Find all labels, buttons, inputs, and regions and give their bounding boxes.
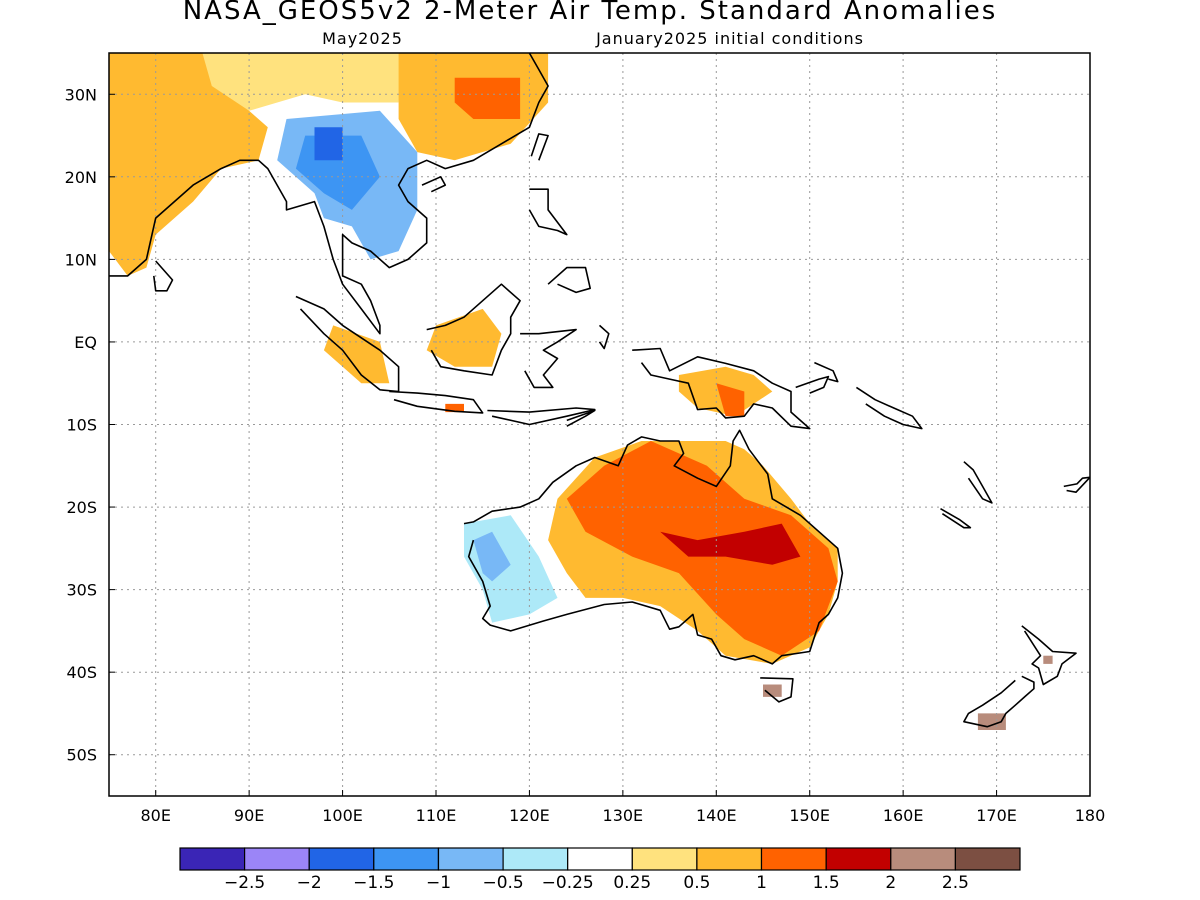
anomaly-region-sumatra — [323, 325, 390, 384]
coastline-sulawesi — [520, 328, 577, 389]
lon-tick-label: 100E — [322, 806, 363, 825]
colorbar-swatch — [890, 847, 956, 871]
anomaly-region-australia-hot-core — [660, 523, 801, 565]
anomaly-region-new-zealand-north — [1043, 655, 1053, 664]
coastline-asia — [109, 53, 549, 335]
grid-layer — [109, 53, 1090, 796]
lon-tick-label: 80E — [140, 806, 170, 825]
colorbar-label: 1 — [756, 873, 767, 893]
lat-tick-label: 30S — [66, 581, 97, 600]
coastline-nz-north-island — [1021, 625, 1077, 686]
anomaly-region-east-china-core — [454, 77, 521, 119]
coastline-new-caledonia — [940, 508, 972, 529]
coastline-vanuatu — [963, 461, 993, 504]
colorbar-swatch — [825, 847, 892, 871]
lon-tick-label: 130E — [603, 806, 644, 825]
colorbar-label: −1 — [426, 873, 451, 893]
lat-tick-label: EQ — [74, 333, 97, 352]
colorbar-label: −0.25 — [542, 873, 594, 893]
lon-tick-label: 150E — [789, 806, 830, 825]
colorbar-label: 1.5 — [813, 873, 840, 893]
anomaly-region-western-australia-cooler — [473, 531, 511, 582]
anomaly-region-tibetan-plateau — [202, 53, 408, 111]
lon-tick-label: 140E — [696, 806, 737, 825]
colorbar-swatch — [954, 847, 1021, 871]
map-background — [109, 53, 1090, 796]
colorbar-swatch — [179, 847, 246, 871]
coastline-australia — [463, 429, 844, 665]
colorbar-label: −1.5 — [353, 873, 394, 893]
colorbar-swatch — [437, 847, 504, 871]
page-title: NASA_GEOS5v2 2-Meter Air Temp. Standard … — [182, 0, 998, 26]
coastline-timor — [566, 409, 596, 427]
coastline-java — [389, 390, 484, 414]
coastline-borneo — [426, 283, 521, 376]
coastline-tasmania — [760, 677, 794, 703]
coastline-sri-lanka — [153, 260, 174, 292]
lat-tick-label: 40S — [66, 663, 97, 682]
colorbar-swatch — [696, 847, 763, 871]
coastline-taiwan — [530, 133, 549, 161]
lon-tick-label: 90E — [234, 806, 264, 825]
colorbar-swatch — [631, 847, 698, 871]
lon-tick-label: 160E — [883, 806, 924, 825]
lon-tick-label: 170E — [976, 806, 1017, 825]
anomaly-region-india — [109, 53, 268, 276]
coastline-fiji — [1063, 476, 1090, 494]
colorbar-label: −2.5 — [224, 873, 265, 893]
coastline-layer — [109, 53, 1090, 728]
coastline-new-britain — [795, 375, 830, 394]
anomaly-region-borneo — [426, 308, 502, 367]
colorbar-label: −2 — [297, 873, 322, 893]
lon-tick-label: 180 — [1075, 806, 1106, 825]
lat-tick-label: 10S — [66, 416, 97, 435]
lon-tick-label: 120E — [509, 806, 550, 825]
colorbar-swatch — [373, 847, 439, 871]
colorbar-label: 2.5 — [942, 873, 969, 893]
coastline-new-guinea — [632, 347, 811, 430]
lat-tick-label: 20N — [65, 168, 97, 187]
coastline-halmahera — [598, 324, 610, 350]
coastline-new-ireland — [814, 361, 839, 383]
colorbar-label: 2 — [885, 873, 896, 893]
anomaly-region-tasmania — [763, 684, 782, 697]
forecast-month-label: May2025 — [322, 29, 403, 48]
colorbar: −2.5 −2 −1.5 −1 −0.5 −0.25 0.25 0.5 1 1.5 2 2.5 — [179, 847, 1021, 893]
lat-tick-label: 20S — [66, 498, 97, 517]
axis-layer: 80E 90E 100E 110E 120E 130E 140E 150E 160E 170E 18… — [65, 85, 1106, 825]
anomaly-layer — [109, 53, 1053, 730]
colorbar-label: 0.25 — [613, 873, 651, 893]
lat-tick-label: 10N — [65, 250, 97, 269]
colorbar-swatch — [308, 847, 375, 871]
coastline-hainan — [421, 176, 447, 193]
colorbar-swatch — [567, 847, 633, 871]
colorbar-swatch — [244, 847, 310, 871]
colorbar-swatch — [760, 847, 827, 871]
anomaly-region-yunnan-max-cold — [314, 127, 343, 161]
coastline-mindanao — [547, 266, 592, 294]
lat-tick-label: 30N — [65, 85, 97, 104]
coastline-luzon — [528, 188, 568, 236]
coastline-solomon-islands — [855, 386, 923, 430]
lon-tick-label: 110E — [416, 806, 457, 825]
anomaly-region-new-guinea-core — [716, 383, 745, 417]
colorbar-label: 0.5 — [683, 873, 710, 893]
colorbar-label: −0.5 — [482, 873, 523, 893]
coastline-lesser-sunda — [487, 407, 596, 426]
coastline-nz-south-island — [963, 675, 1035, 728]
initial-conditions-label: January2025 initial conditions — [596, 29, 864, 48]
colorbar-swatch — [502, 847, 569, 871]
lat-tick-label: 50S — [66, 746, 97, 765]
